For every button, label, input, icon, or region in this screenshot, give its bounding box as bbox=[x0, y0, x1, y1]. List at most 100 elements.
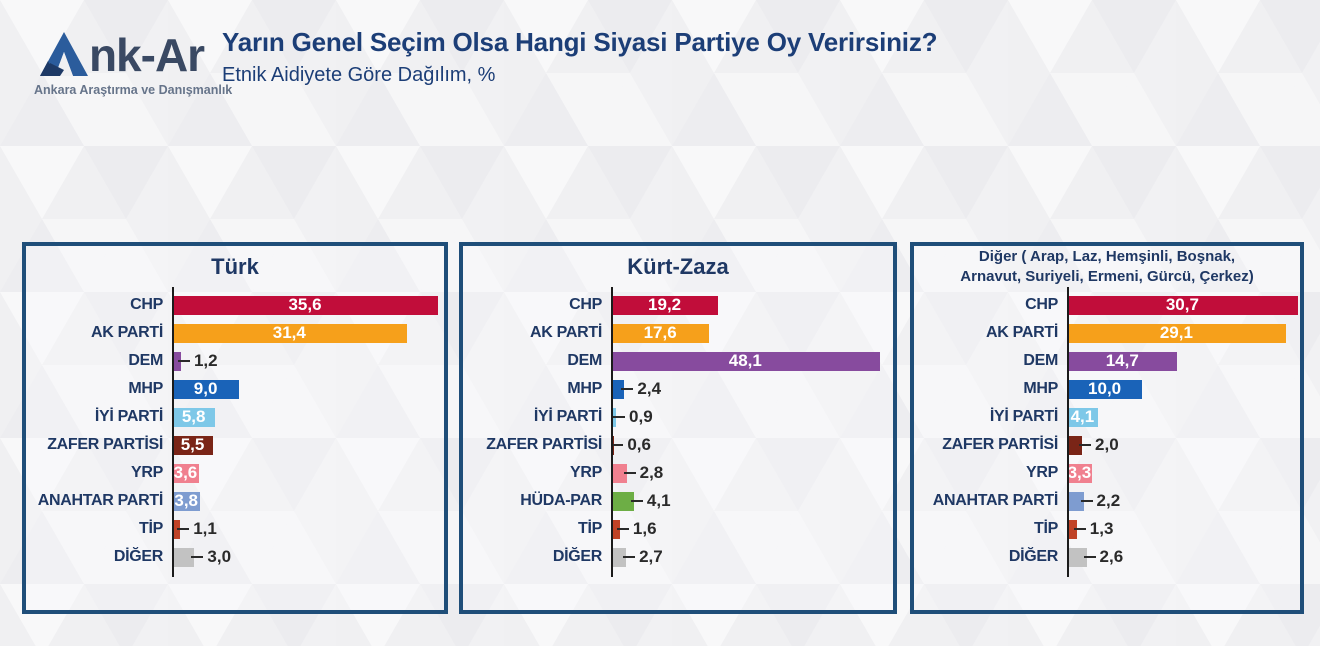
value-label: 1,6 bbox=[632, 519, 657, 538]
ankar-logo: nk-Ar Ankara Araştırma ve Danışmanlık bbox=[34, 28, 232, 97]
axis-line bbox=[1067, 287, 1069, 577]
bar-row: TİP 1,6 bbox=[463, 515, 893, 543]
category-label: YRP bbox=[131, 464, 163, 481]
bar-row: DİĞER 2,6 bbox=[914, 543, 1300, 571]
value-bar bbox=[1067, 547, 1087, 567]
category-label: ZAFER PARTİSİ bbox=[47, 436, 163, 453]
bar-row: AK PARTİ 29,1 bbox=[914, 319, 1300, 347]
value-bar: 35,6 bbox=[172, 295, 439, 315]
value-bar: 31,4 bbox=[172, 323, 407, 343]
bar-track: 5,5 bbox=[172, 435, 444, 455]
bar-row: İYİ PARTİ 4,1 bbox=[914, 403, 1300, 431]
bar-track: 14,7 bbox=[1067, 351, 1300, 371]
bar-track: 3,0 bbox=[172, 547, 444, 567]
bar-row: TİP 1,3 bbox=[914, 515, 1300, 543]
value-label: 2,7 bbox=[639, 547, 663, 566]
bar-track: 2,6 bbox=[1067, 547, 1300, 567]
value-label: 35,6 bbox=[288, 295, 322, 314]
bar-row: CHP 30,7 bbox=[914, 291, 1300, 319]
value-bar: 19,2 bbox=[611, 295, 719, 315]
value-bar bbox=[611, 519, 620, 539]
category-label: ZAFER PARTİSİ bbox=[486, 436, 602, 453]
logo-wordmark: nk-Ar bbox=[88, 28, 205, 81]
value-label: 2,6 bbox=[1099, 547, 1124, 566]
value-bar bbox=[172, 547, 195, 567]
bar-row: DEM 1,2 bbox=[26, 347, 444, 375]
category-label: İYİ PARTİ bbox=[989, 408, 1058, 425]
category-label: YRP bbox=[1026, 464, 1058, 481]
bar-track: 2,2 bbox=[1067, 491, 1300, 511]
value-label: 17,6 bbox=[643, 323, 677, 342]
bar-row: İYİ PARTİ 0,9 bbox=[463, 403, 893, 431]
bar-row: AK PARTİ 17,6 bbox=[463, 319, 893, 347]
panel-title-line: Diğer ( Arap, Laz, Hemşinli, Boşnak, bbox=[978, 248, 1236, 266]
value-label: 4,1 bbox=[1070, 407, 1095, 426]
category-label: İYİ PARTİ bbox=[533, 408, 602, 425]
chart-panel-turk: Türk CHP 35,6 AK PARTİ 31,4 DEM 1,2 MHP 9,0 İYİ … bbox=[22, 242, 448, 614]
value-bar: 5,8 bbox=[172, 407, 216, 427]
value-label: 48,1 bbox=[728, 351, 762, 370]
value-label: 3,6 bbox=[173, 463, 198, 482]
category-label: AK PARTİ bbox=[530, 324, 602, 341]
value-label: 1,3 bbox=[1089, 519, 1114, 538]
bar-track: 5,8 bbox=[172, 407, 444, 427]
category-label: DİĞER bbox=[113, 548, 163, 565]
bar-row: ANAHTAR PARTİ 3,8 bbox=[26, 487, 444, 515]
category-label: HÜDA-PAR bbox=[520, 492, 602, 509]
bar-row: YRP 2,8 bbox=[463, 459, 893, 487]
value-bar: 9,0 bbox=[172, 379, 240, 399]
label-leader-line bbox=[1079, 444, 1092, 446]
label-leader-line bbox=[613, 416, 626, 418]
bar-track: 17,6 bbox=[611, 323, 893, 343]
category-label: ZAFER PARTİSİ bbox=[942, 436, 1058, 453]
value-label: 4,1 bbox=[646, 491, 671, 510]
panel-title-line: Türk bbox=[211, 253, 259, 279]
category-label: DİĞER bbox=[552, 548, 602, 565]
bar-track: 4,1 bbox=[611, 491, 893, 511]
category-label: TİP bbox=[139, 520, 163, 537]
value-bar: 5,5 bbox=[172, 435, 214, 455]
value-bar bbox=[1067, 519, 1077, 539]
value-label: 31,4 bbox=[272, 323, 306, 342]
value-bar bbox=[611, 547, 627, 567]
value-label: 0,9 bbox=[629, 407, 653, 426]
label-leader-line bbox=[630, 500, 643, 502]
value-bar: 10,0 bbox=[1067, 379, 1143, 399]
value-bar bbox=[611, 491, 634, 511]
value-label: 3,3 bbox=[1067, 463, 1092, 482]
value-label: 19,2 bbox=[648, 295, 682, 314]
category-label: MHP bbox=[128, 380, 163, 397]
category-label: CHP bbox=[569, 296, 602, 313]
panel-title-line: Arnavut, Suriyeli, Ermeni, Gürcü, Çerkez… bbox=[960, 268, 1254, 285]
value-label: 1,1 bbox=[193, 519, 217, 538]
category-label: TİP bbox=[1034, 520, 1058, 537]
value-label: 2,0 bbox=[1095, 435, 1119, 454]
bar-track: 48,1 bbox=[611, 351, 893, 371]
value-bar: 3,6 bbox=[172, 463, 199, 483]
label-leader-line bbox=[623, 556, 636, 558]
bar-row: ZAFER PARTİSİ 0,6 bbox=[463, 431, 893, 459]
category-label: CHP bbox=[130, 296, 163, 313]
label-leader-line bbox=[1080, 500, 1093, 502]
bar-track: 1,2 bbox=[172, 351, 444, 371]
chart-panel-diger: Diğer ( Arap, Laz, Hemşinli, Boşnak, Arna… bbox=[910, 242, 1304, 614]
label-leader-line bbox=[621, 388, 634, 390]
bar-track: 0,6 bbox=[611, 435, 893, 455]
value-bar bbox=[611, 463, 627, 483]
panel-title: Türk bbox=[26, 246, 444, 288]
logo-a-triangle-icon bbox=[39, 32, 88, 76]
bar-row: ZAFER PARTİSİ 2,0 bbox=[914, 431, 1300, 459]
label-leader-line bbox=[177, 528, 190, 530]
bar-track: 35,6 bbox=[172, 295, 444, 315]
page-subtitle: Etnik Aidiyete Göre Dağılım, % bbox=[222, 64, 496, 86]
bar-row: YRP 3,3 bbox=[914, 459, 1300, 487]
bar-chart: CHP 30,7 AK PARTİ 29,1 DEM 14,7 MHP 10,0 İYİ PAR… bbox=[914, 287, 1300, 577]
bar-row: ZAFER PARTİSİ 5,5 bbox=[26, 431, 444, 459]
value-label: 14,7 bbox=[1105, 351, 1139, 370]
bar-track: 2,0 bbox=[1067, 435, 1300, 455]
value-label: 10,0 bbox=[1088, 379, 1122, 398]
value-bar: 48,1 bbox=[611, 351, 880, 371]
value-bar: 3,8 bbox=[172, 491, 201, 511]
bar-track: 1,6 bbox=[611, 519, 893, 539]
